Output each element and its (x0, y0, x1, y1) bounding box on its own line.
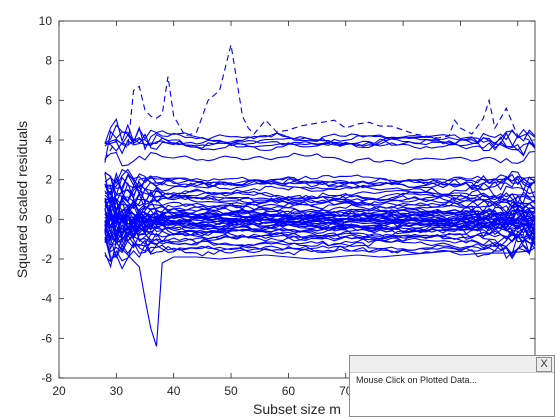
residual-series[interactable] (104, 209, 536, 228)
residual-series[interactable] (104, 228, 536, 252)
residual-series[interactable] (104, 133, 536, 157)
residual-series[interactable] (104, 197, 536, 228)
y-tick-label: -4 (41, 292, 52, 306)
residual-series[interactable] (104, 210, 536, 239)
residual-series[interactable] (104, 214, 536, 242)
residual-series[interactable] (104, 207, 536, 239)
highlighted-series[interactable] (104, 44, 530, 161)
y-tick-label: -6 (41, 331, 52, 345)
residual-series[interactable] (104, 199, 536, 219)
data-click-popup[interactable]: X Mouse Click on Plotted Data... (349, 355, 555, 417)
residual-series[interactable] (104, 168, 536, 196)
y-tick-label: -8 (41, 371, 52, 385)
residual-series[interactable] (104, 208, 536, 240)
residual-series[interactable] (104, 220, 536, 245)
residual-series[interactable] (104, 209, 536, 230)
residual-series[interactable] (104, 173, 536, 210)
residual-series[interactable] (104, 205, 536, 243)
y-tick-label: -2 (41, 252, 52, 266)
residual-series[interactable] (104, 129, 536, 152)
x-tick-label: 30 (110, 384, 124, 398)
popup-titlebar[interactable]: X (350, 356, 554, 373)
residual-series[interactable] (104, 194, 536, 232)
x-tick-label: 50 (224, 384, 238, 398)
x-tick-label: 20 (52, 384, 66, 398)
y-tick-label: 10 (39, 14, 53, 28)
x-axis-label: Subset size m (253, 401, 341, 417)
y-tick-label: 0 (45, 212, 52, 226)
axes-box (58, 20, 536, 379)
residual-series[interactable] (104, 231, 536, 258)
outlier-series[interactable] (104, 228, 530, 347)
residual-series[interactable] (104, 197, 536, 219)
residual-series[interactable] (104, 176, 536, 202)
residual-series[interactable] (104, 150, 536, 167)
y-tick-label: 6 (45, 93, 52, 107)
popup-message: Mouse Click on Plotted Data... (356, 375, 478, 385)
y-tick-label: 2 (45, 173, 52, 187)
residual-series[interactable] (104, 187, 536, 212)
x-tick-label: 60 (282, 384, 296, 398)
y-tick-label: 8 (45, 54, 52, 68)
y-axis-label: Squared scaled residuals (14, 121, 30, 278)
residual-series[interactable] (104, 185, 536, 221)
series-group[interactable] (104, 44, 536, 347)
residual-series[interactable] (104, 124, 536, 151)
residual-series[interactable] (104, 171, 536, 204)
residual-series[interactable] (104, 181, 536, 211)
x-tick-label: 40 (167, 384, 181, 398)
residual-series[interactable] (104, 236, 536, 270)
close-button[interactable]: X (536, 357, 552, 372)
y-tick-label: 4 (45, 133, 52, 147)
